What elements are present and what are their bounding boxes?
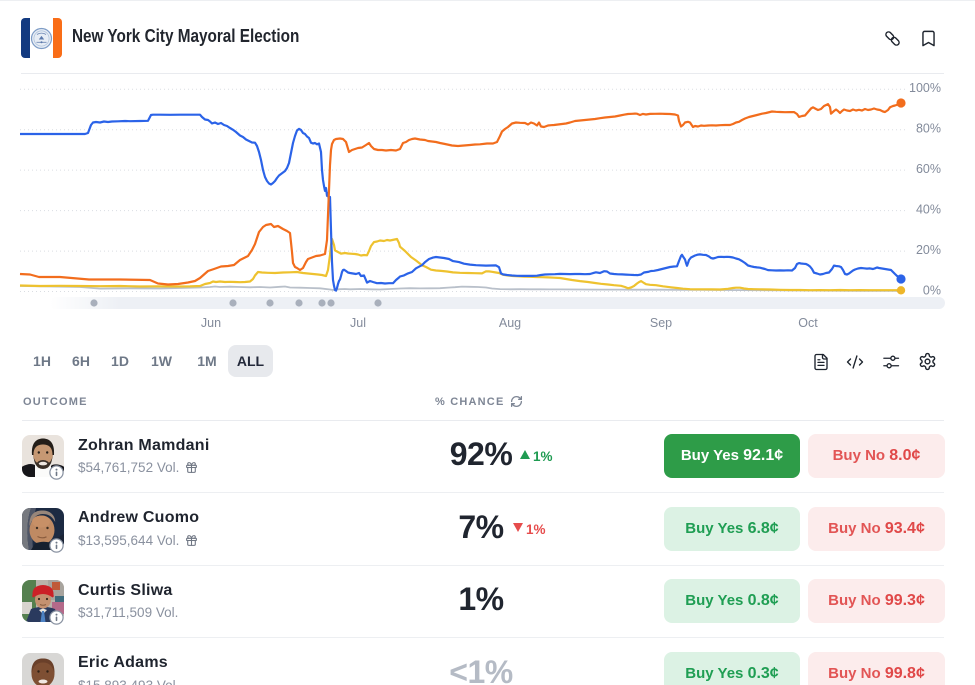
svg-text:60%: 60% [916, 162, 941, 176]
svg-text:100%: 100% [909, 81, 941, 95]
svg-text:40%: 40% [916, 203, 941, 217]
svg-text:0%: 0% [923, 284, 941, 298]
svg-text:80%: 80% [916, 122, 941, 136]
svg-text:20%: 20% [916, 243, 941, 257]
